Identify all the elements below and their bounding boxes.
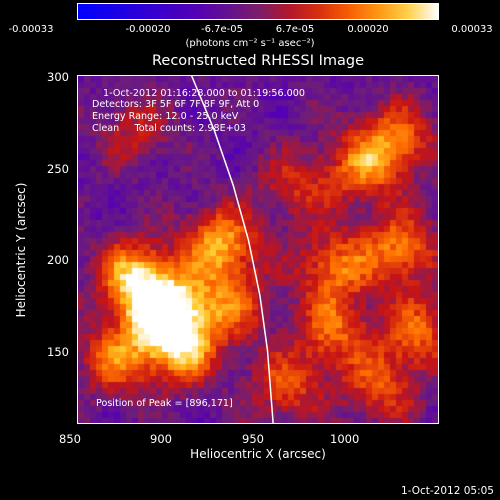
x-tick-label: 1000 [330,432,360,446]
colorbar [77,3,439,20]
y-axis-label: Heliocentric Y (arcsec) [14,182,28,318]
colorbar-tick: 0.00033 [451,24,493,35]
footer-date: 1-Oct-2012 05:05 [400,485,494,497]
colorbar-tick: -0.00020 [125,24,171,35]
y-tick-label: 200 [47,253,69,267]
y-tick-label: 250 [47,162,69,176]
colorbar-tick: -6.7e-05 [201,24,243,35]
annotation-energy: Energy Range: 12.0 - 25.0 keV [92,111,239,122]
heatmap-image [78,76,438,423]
annotation-time: 1-Oct-2012 01:16:28.000 to 01:19:56.000 [103,88,305,99]
y-tick-label: 150 [47,345,69,359]
colorbar-tick: -0.00033 [8,24,54,35]
colorbar-tick: 6.7e-05 [275,24,315,35]
solar-limb-curve [190,75,274,424]
chart-title: Reconstructed RHESSI Image [151,53,364,69]
annotation-counts: Clean Total counts: 2.98E+03 [92,123,246,134]
y-tick-label: 300 [47,70,69,84]
peak-position-label: Position of Peak = [896,171] [96,398,233,409]
colorbar-tick: 0.00020 [347,24,389,35]
x-tick-label: 950 [242,432,264,446]
x-tick-label: 900 [150,432,172,446]
colorbar-units: (photons cm⁻² s⁻¹ asec⁻²) [185,38,315,49]
x-axis-label: Heliocentric X (arcsec) [190,447,326,461]
colorbar-tick-labels: -0.00033 -0.00020 -6.7e-05 6.7e-05 0.000… [0,24,500,38]
plot-overlay [190,75,274,424]
x-tick-label: 850 [59,432,81,446]
plot-frame [77,75,439,424]
annotation-detectors: Detectors: 3F 5F 6F 7F 8F 9F, Att 0 [92,99,260,110]
